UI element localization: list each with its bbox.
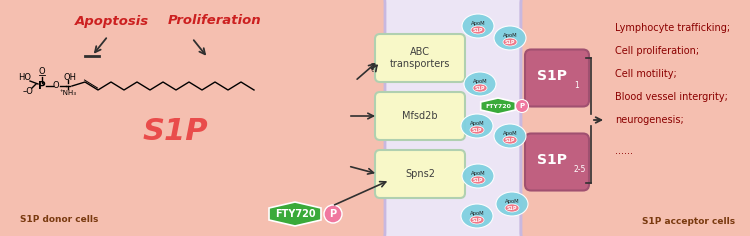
Text: –O: –O	[22, 88, 34, 97]
Text: ......: ......	[615, 146, 633, 156]
Text: S1P: S1P	[505, 39, 515, 45]
FancyBboxPatch shape	[0, 0, 385, 236]
Ellipse shape	[496, 192, 528, 216]
Text: P: P	[520, 103, 524, 109]
Text: S1P: S1P	[142, 117, 208, 146]
Text: ApoM: ApoM	[503, 33, 518, 38]
Text: ApoM: ApoM	[503, 131, 518, 135]
Text: S1P: S1P	[472, 28, 483, 33]
FancyBboxPatch shape	[375, 150, 465, 198]
Ellipse shape	[461, 204, 493, 228]
Text: S1P: S1P	[505, 138, 515, 143]
Ellipse shape	[462, 164, 494, 188]
Text: Blood vessel intergrity;: Blood vessel intergrity;	[615, 92, 728, 102]
Text: S1P: S1P	[537, 153, 567, 167]
Text: FTY720: FTY720	[274, 209, 315, 219]
Text: ApoM: ApoM	[471, 170, 485, 176]
Ellipse shape	[470, 216, 484, 224]
Text: S1P: S1P	[507, 206, 518, 211]
Text: Proliferation: Proliferation	[168, 14, 262, 28]
Ellipse shape	[494, 26, 526, 50]
Ellipse shape	[505, 204, 519, 212]
Text: S1P acceptor cells: S1P acceptor cells	[642, 217, 735, 226]
FancyBboxPatch shape	[521, 0, 750, 236]
Ellipse shape	[471, 176, 485, 184]
Text: Cell motility;: Cell motility;	[615, 69, 676, 79]
Ellipse shape	[503, 136, 517, 144]
Text: ApoM: ApoM	[470, 121, 484, 126]
Text: S1P: S1P	[472, 218, 482, 223]
FancyBboxPatch shape	[525, 50, 589, 106]
Text: Lymphocyte trafficking;: Lymphocyte trafficking;	[615, 23, 730, 33]
Text: ApoM: ApoM	[471, 21, 485, 25]
Ellipse shape	[471, 26, 485, 34]
Text: S1P donor cells: S1P donor cells	[20, 215, 98, 224]
FancyBboxPatch shape	[344, 0, 557, 236]
Text: O: O	[39, 67, 45, 76]
Text: ApoM: ApoM	[470, 211, 484, 215]
Text: ⁺NH₃: ⁺NH₃	[59, 90, 76, 96]
Polygon shape	[481, 98, 515, 114]
Ellipse shape	[473, 84, 487, 92]
FancyBboxPatch shape	[521, 0, 750, 236]
Text: ApoM: ApoM	[472, 79, 488, 84]
Text: Mfsd2b: Mfsd2b	[402, 111, 438, 121]
Ellipse shape	[462, 14, 494, 38]
Text: P: P	[329, 209, 337, 219]
Ellipse shape	[461, 114, 493, 138]
Text: S1P: S1P	[472, 127, 482, 132]
Text: Apoptosis: Apoptosis	[75, 14, 149, 28]
Text: S1P: S1P	[537, 69, 567, 83]
Ellipse shape	[503, 38, 517, 46]
FancyBboxPatch shape	[0, 0, 385, 236]
Text: O: O	[53, 81, 59, 90]
Text: Spns2: Spns2	[405, 169, 435, 179]
Polygon shape	[269, 202, 321, 226]
Text: Cell proliferation;: Cell proliferation;	[615, 46, 699, 56]
Text: neurogenesis;: neurogenesis;	[615, 115, 684, 125]
Text: FTY720: FTY720	[485, 104, 511, 109]
Text: 1: 1	[574, 81, 579, 90]
Circle shape	[515, 100, 529, 113]
Text: S1P: S1P	[475, 85, 485, 90]
Ellipse shape	[494, 124, 526, 148]
Text: HO: HO	[19, 73, 32, 83]
FancyBboxPatch shape	[375, 34, 465, 82]
Circle shape	[324, 205, 342, 223]
Text: ?: ?	[369, 62, 375, 75]
Text: ABC
transporters: ABC transporters	[390, 47, 450, 69]
Ellipse shape	[470, 126, 484, 134]
Text: 2-5: 2-5	[574, 165, 586, 174]
Text: ApoM: ApoM	[505, 198, 519, 203]
FancyBboxPatch shape	[375, 92, 465, 140]
Text: P: P	[38, 81, 46, 91]
Text: S1P: S1P	[472, 177, 483, 182]
Text: OH: OH	[64, 73, 76, 83]
FancyBboxPatch shape	[525, 134, 589, 190]
Ellipse shape	[464, 72, 496, 96]
